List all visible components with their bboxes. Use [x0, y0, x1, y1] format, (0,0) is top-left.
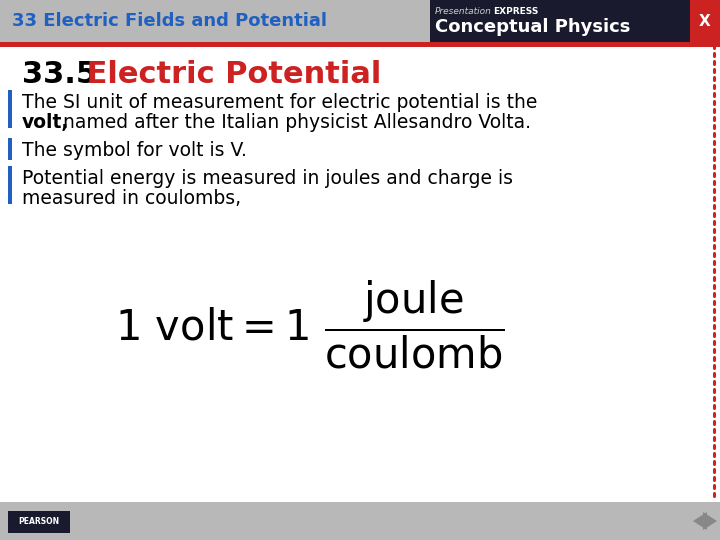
Bar [8, 511, 70, 533]
Text: 33.5: 33.5 [22, 60, 97, 89]
Text: $\mathrm{1\ volt = 1\ \dfrac{joule}{coulomb}}$: $\mathrm{1\ volt = 1\ \dfrac{joule}{coul… [115, 279, 505, 371]
Text: Presentation: Presentation [435, 7, 492, 16]
Bar [430, 0, 690, 42]
Bar [0, 502, 720, 540]
Text: The SI unit of measurement for electric potential is the: The SI unit of measurement for electric … [22, 93, 537, 112]
Bar [8, 90, 12, 128]
Text: The symbol for volt is V.: The symbol for volt is V. [22, 141, 247, 160]
Bar [690, 0, 720, 42]
Text: Potential energy is measured in joules and charge is: Potential energy is measured in joules a… [22, 169, 513, 188]
Text: EXPRESS: EXPRESS [493, 7, 539, 16]
Polygon shape [693, 512, 707, 530]
Bar [8, 166, 12, 204]
Text: 33 Electric Fields and Potential: 33 Electric Fields and Potential [12, 12, 327, 30]
Text: X: X [699, 14, 711, 29]
Text: PEARSON: PEARSON [19, 517, 60, 526]
Bar [0, 42, 720, 47]
Bar [8, 138, 12, 160]
Text: Electric Potential: Electric Potential [76, 60, 382, 89]
Text: volt,: volt, [22, 113, 69, 132]
Bar [0, 0, 720, 42]
Bar [8, 47, 708, 502]
Text: measured in coulombs,: measured in coulombs, [22, 189, 241, 208]
Text: named after the Italian physicist Allesandro Volta.: named after the Italian physicist Allesa… [57, 113, 531, 132]
Text: Conceptual Physics: Conceptual Physics [435, 18, 631, 36]
Polygon shape [703, 512, 717, 530]
